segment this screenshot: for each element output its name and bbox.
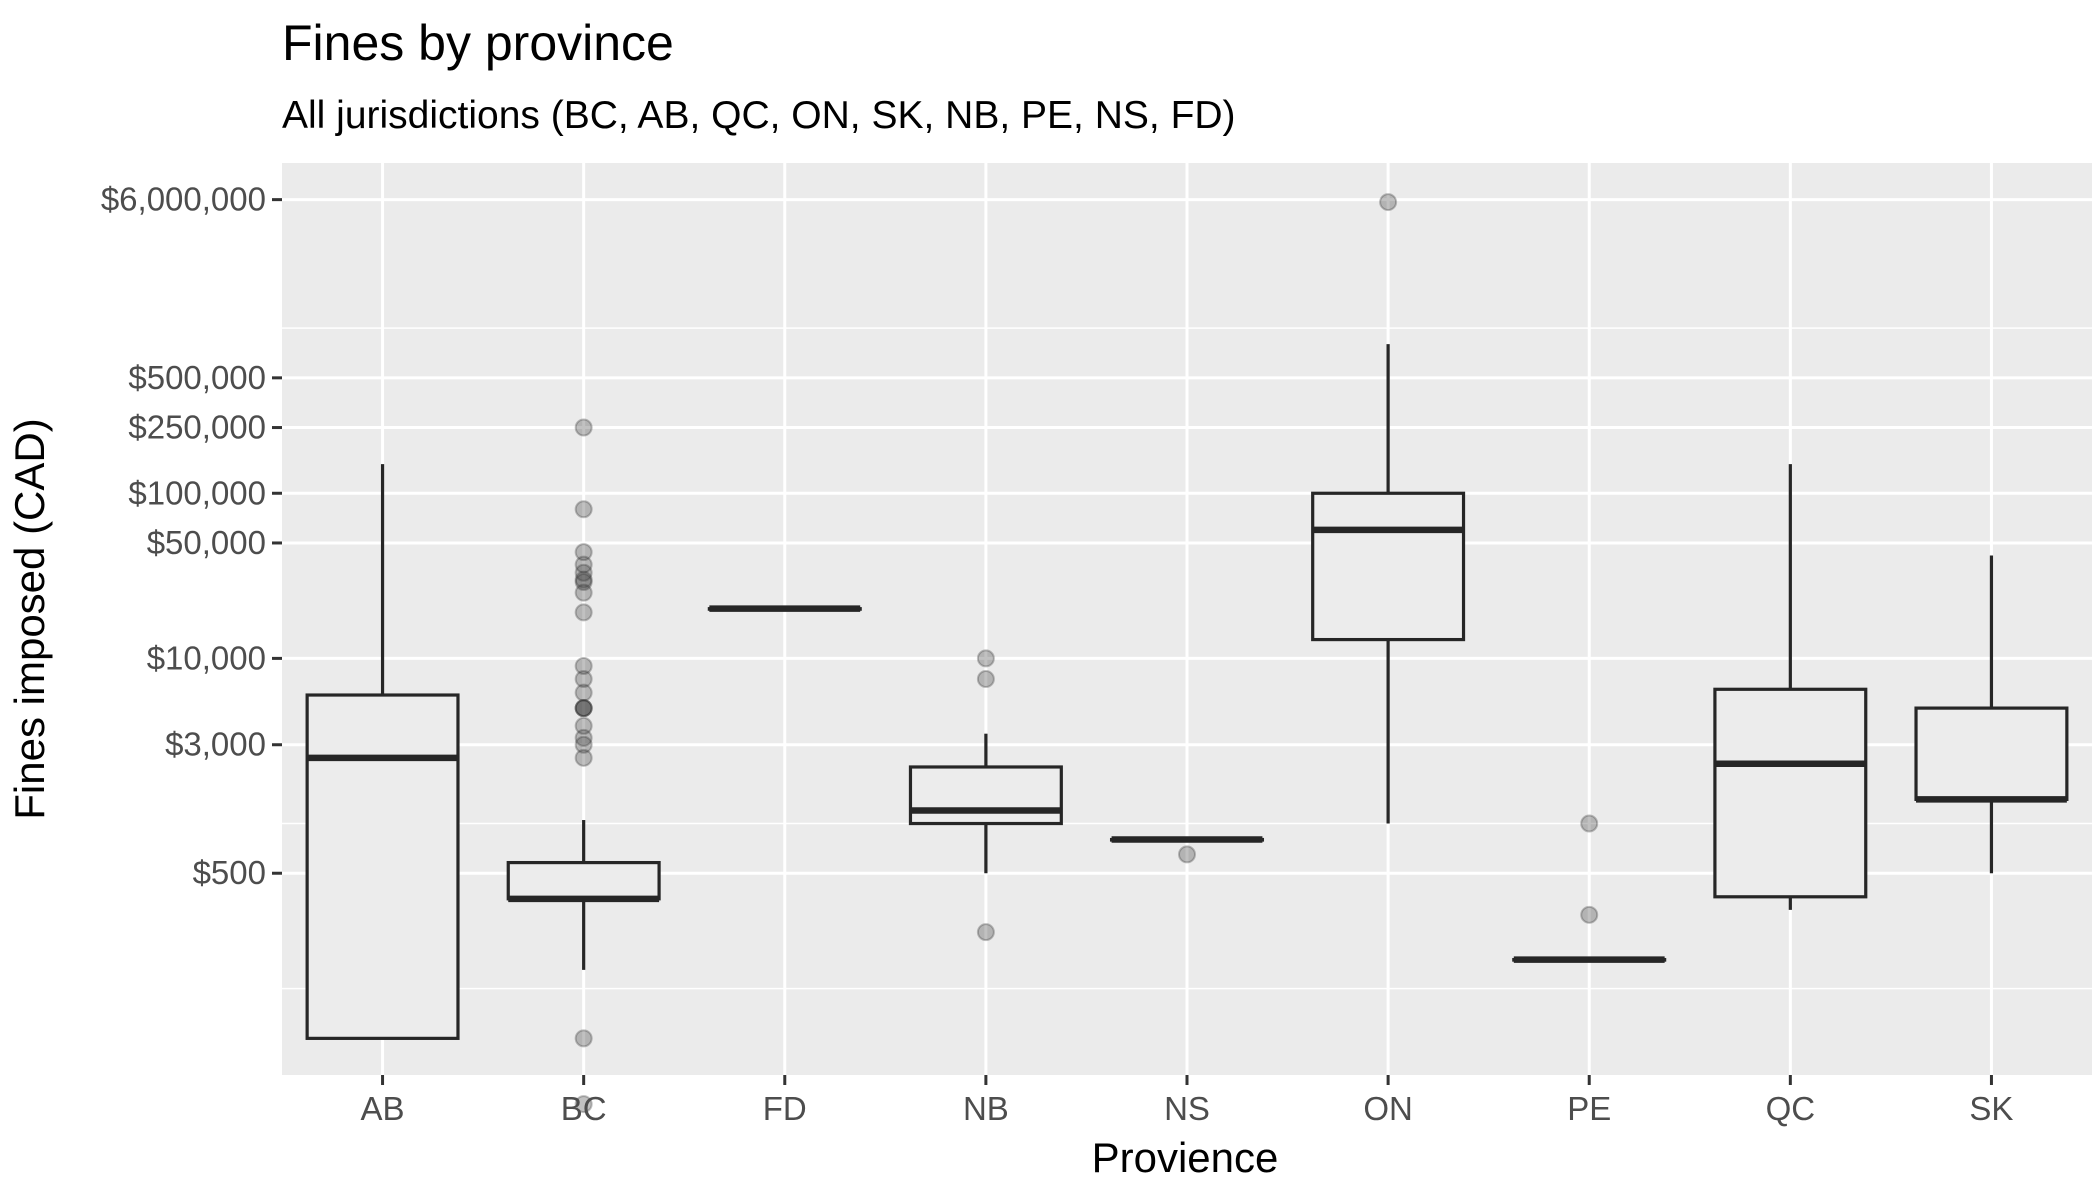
y-tick-label: $100,000 bbox=[128, 474, 266, 511]
outlier-point bbox=[574, 583, 593, 602]
outlier-point bbox=[574, 1029, 593, 1048]
x-tick-label: FD bbox=[763, 1090, 807, 1127]
outlier-point bbox=[574, 563, 593, 582]
chart-subtitle: All jurisdictions (BC, AB, QC, ON, SK, N… bbox=[282, 94, 1236, 137]
outlier-point bbox=[574, 500, 593, 519]
outlier-point bbox=[574, 716, 593, 735]
outlier-point bbox=[574, 699, 593, 718]
outlier-point bbox=[574, 699, 593, 718]
y-tick-label: $6,000,000 bbox=[101, 181, 266, 218]
outlier-point bbox=[1178, 845, 1196, 864]
y-axis: $500 $3,000 $10,000 $50,000 $100,000 $250,000… bbox=[101, 181, 282, 891]
outlier-point bbox=[1580, 814, 1599, 833]
outlier-point bbox=[574, 670, 593, 689]
x-tick-label: SK bbox=[1969, 1090, 2013, 1127]
outlier-point bbox=[574, 603, 593, 622]
x-axis-title: Provience bbox=[1092, 1134, 1279, 1181]
box-group-fd bbox=[707, 605, 862, 612]
box-iqr bbox=[506, 860, 661, 901]
x-axis: AB BC FD NB NS ON PE QC SK bbox=[361, 1075, 2013, 1127]
x-tick-label: PE bbox=[1567, 1090, 1611, 1127]
box-iqr bbox=[305, 693, 460, 1040]
outlier-point bbox=[574, 656, 593, 675]
x-tick-label: QC bbox=[1766, 1090, 1816, 1127]
box-group-pe bbox=[1512, 814, 1667, 963]
box-group-bc bbox=[506, 418, 661, 1114]
outlier-point bbox=[574, 1095, 593, 1114]
outlier-point bbox=[574, 699, 593, 718]
box-group-ab bbox=[305, 464, 460, 1040]
x-tick-label: NS bbox=[1164, 1090, 1210, 1127]
outlier-point bbox=[574, 748, 593, 767]
outlier-point bbox=[1379, 193, 1398, 212]
outlier-point bbox=[574, 555, 593, 574]
chart-title: Fines by province bbox=[282, 15, 674, 71]
y-tick-label: $3,000 bbox=[165, 726, 266, 763]
outlier-point bbox=[574, 418, 593, 437]
box-group-on bbox=[1311, 193, 1466, 824]
box-iqr bbox=[1713, 687, 1868, 899]
gridlines bbox=[282, 163, 2092, 1075]
box-group-ns bbox=[1109, 836, 1265, 864]
box-iqr bbox=[908, 765, 1063, 826]
x-tick-label: NB bbox=[963, 1090, 1009, 1127]
y-tick-label: $250,000 bbox=[128, 409, 266, 446]
y-tick-label: $500 bbox=[193, 854, 266, 891]
y-tick-label: $10,000 bbox=[147, 639, 266, 676]
x-tick-label: AB bbox=[361, 1090, 405, 1127]
x-tick-label: ON bbox=[1363, 1090, 1413, 1127]
x-tick-label: BC bbox=[561, 1090, 607, 1127]
y-tick-label: $500,000 bbox=[128, 359, 266, 396]
box-group-nb bbox=[908, 649, 1063, 942]
y-tick-label: $50,000 bbox=[147, 524, 266, 561]
outlier-point bbox=[574, 573, 593, 592]
y-axis-title: Fines imposed (CAD) bbox=[6, 418, 53, 819]
box-group-sk bbox=[1914, 555, 2069, 874]
outlier-point bbox=[976, 923, 995, 942]
outlier-point bbox=[574, 728, 593, 747]
box-layer bbox=[305, 193, 2069, 1114]
outlier-point bbox=[574, 543, 593, 562]
outlier-point bbox=[976, 670, 995, 689]
outlier-point bbox=[574, 570, 593, 589]
box-iqr bbox=[1311, 491, 1466, 642]
outlier-point bbox=[1580, 905, 1599, 924]
outlier-point bbox=[574, 735, 593, 754]
outlier-point bbox=[976, 649, 995, 668]
box-iqr bbox=[1914, 706, 2069, 801]
outlier-point bbox=[574, 683, 593, 702]
box-group-qc bbox=[1713, 464, 1868, 910]
